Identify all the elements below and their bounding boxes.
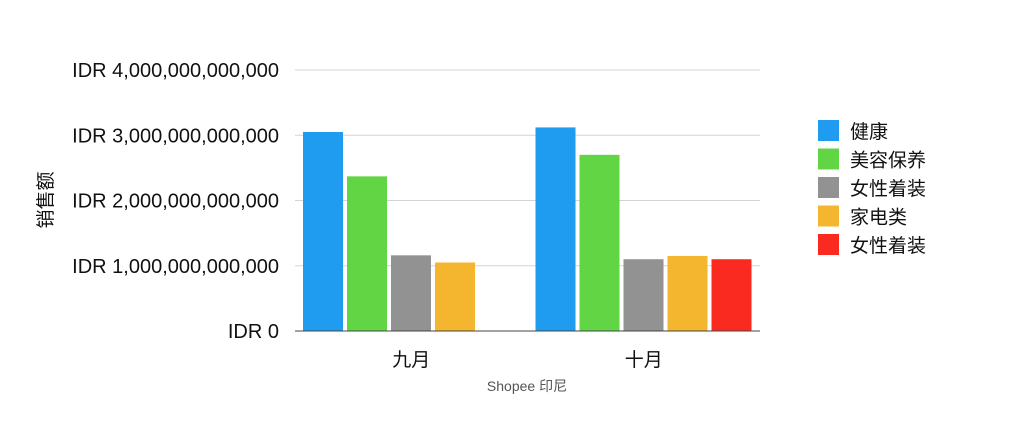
y-tick-label: IDR 3,000,000,000,000	[72, 125, 279, 147]
legend-label: 女性着装	[850, 178, 926, 200]
axes: IDR 0 IDR 1,000,000,000,000 IDR 2,000,000,…	[72, 60, 760, 371]
x-tick-label: 九月	[392, 349, 430, 371]
x-axis-title: Shopee 印尼	[487, 378, 567, 394]
legend-label: 健康	[850, 121, 888, 143]
bars	[303, 127, 752, 331]
y-tick-label: IDR 2,000,000,000,000	[72, 191, 279, 213]
y-tick-label: IDR 1,000,000,000,000	[72, 256, 279, 278]
bar	[535, 127, 576, 331]
y-axis-title: 销售额	[35, 171, 57, 228]
bar	[347, 176, 387, 331]
bar	[391, 255, 431, 331]
legend-swatch	[818, 177, 839, 198]
legend-swatch	[818, 148, 839, 170]
bar	[303, 131, 343, 331]
bar	[579, 154, 620, 331]
bar	[435, 262, 475, 331]
y-tick-label: IDR 4,000,000,000,000	[72, 60, 279, 82]
y-tick-label: IDR 0	[228, 321, 279, 343]
legend-label: 美容保养	[850, 150, 926, 172]
bar	[623, 259, 664, 331]
legend-swatch	[818, 234, 839, 255]
legend-swatch	[818, 120, 839, 141]
bar	[711, 259, 752, 331]
legend-label: 女性着装	[850, 235, 926, 257]
bar	[667, 255, 708, 331]
x-tick-label: 十月	[625, 349, 663, 371]
legend-swatch	[818, 205, 839, 227]
legend-label: 家电类	[850, 207, 907, 229]
